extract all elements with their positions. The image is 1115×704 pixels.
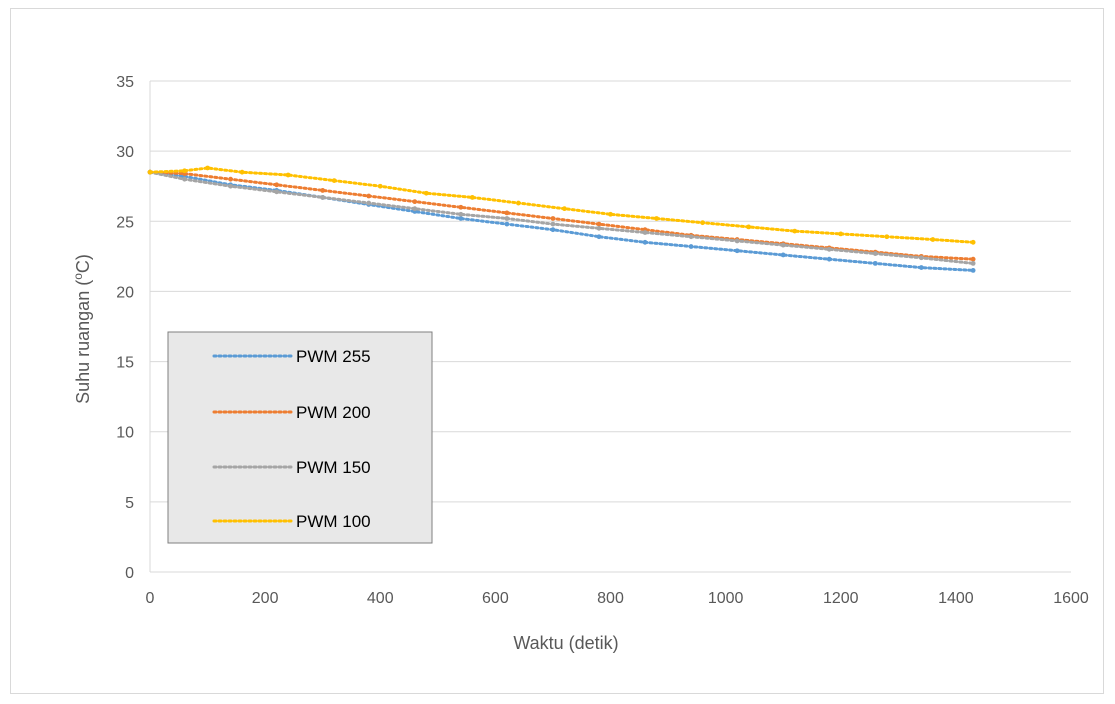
legend: PWM 255 PWM 200 PWM 150 PWM 100 <box>167 331 433 544</box>
data-point <box>780 242 786 248</box>
x-tick-label: 1000 <box>708 590 744 607</box>
data-point <box>970 239 976 245</box>
data-point <box>596 221 602 227</box>
data-point <box>872 251 878 256</box>
data-point <box>872 260 878 266</box>
legend-box <box>167 331 433 544</box>
data-point <box>412 206 418 212</box>
series-line-pwm-100 <box>148 166 975 244</box>
y-axis-title-part-2: C) <box>73 254 93 273</box>
data-point <box>274 182 280 188</box>
data-point <box>366 193 372 199</box>
data-point <box>838 231 844 237</box>
chart-svg: 0 5 10 15 20 25 30 35 0 200 400 600 800 1000 1200 1400 1… <box>71 74 1089 653</box>
data-point <box>596 225 602 231</box>
data-point <box>654 216 659 221</box>
y-tick-label: 0 <box>125 565 134 582</box>
data-point <box>826 246 832 252</box>
data-point <box>780 252 786 258</box>
data-point <box>970 267 976 273</box>
y-tick-label: 15 <box>116 355 134 372</box>
x-tick-label: 800 <box>597 590 624 607</box>
legend-label: PWM 100 <box>296 512 371 531</box>
y-tick-label: 35 <box>116 74 134 91</box>
data-point <box>596 234 602 240</box>
data-point <box>147 169 153 175</box>
data-point <box>412 199 418 205</box>
y-axis-title: Suhu ruangan (oC) <box>71 254 93 404</box>
data-point <box>642 239 648 245</box>
data-point <box>516 200 521 206</box>
y-tick-label: 5 <box>125 495 134 512</box>
data-point <box>504 221 510 227</box>
data-point <box>469 195 475 200</box>
data-point <box>239 169 245 175</box>
data-point <box>320 195 326 200</box>
x-tick-label: 1200 <box>823 590 859 607</box>
data-point <box>970 256 976 262</box>
data-point <box>458 216 464 221</box>
data-point <box>550 227 556 233</box>
x-tick-label: 200 <box>252 590 279 607</box>
data-point <box>826 256 832 262</box>
data-point <box>970 260 976 266</box>
x-tick-label: 0 <box>146 590 155 607</box>
data-point <box>182 176 187 182</box>
data-point <box>423 190 429 196</box>
data-point <box>550 221 556 227</box>
data-point <box>608 211 613 217</box>
data-point <box>377 183 383 189</box>
x-tick-label: 400 <box>367 590 394 607</box>
data-point <box>688 244 694 249</box>
data-point <box>688 234 694 240</box>
data-point <box>228 183 233 189</box>
y-axis-title-part-1: Suhu ruangan ( <box>73 280 93 404</box>
series-area <box>147 165 976 273</box>
legend-label: PWM 200 <box>296 403 371 422</box>
data-point <box>205 165 210 171</box>
data-point <box>562 206 567 212</box>
series-line-pwm-200 <box>148 170 975 261</box>
x-tick-label: 1400 <box>938 590 974 607</box>
data-point <box>504 216 510 221</box>
y-tick-label: 30 <box>116 144 134 161</box>
y-tick-label: 25 <box>116 214 134 231</box>
data-point <box>320 188 326 193</box>
y-axis-title-superscript: o <box>71 273 85 280</box>
data-point <box>792 228 798 234</box>
legend-label: PWM 255 <box>296 347 371 366</box>
y-tick-label: 10 <box>116 425 134 442</box>
data-point <box>550 216 556 221</box>
data-point <box>458 211 464 217</box>
data-point <box>458 204 464 210</box>
data-point <box>285 172 291 178</box>
y-tick-label: 20 <box>116 284 134 301</box>
data-point <box>746 224 752 230</box>
data-point <box>930 237 936 242</box>
x-axis-title: Waktu (detik) <box>513 633 618 653</box>
x-tick-label: 600 <box>482 590 509 607</box>
data-point <box>918 255 924 261</box>
data-point <box>331 178 337 184</box>
data-point <box>228 176 233 182</box>
data-point <box>734 238 740 244</box>
data-point <box>918 265 924 270</box>
data-point <box>274 189 280 195</box>
data-point <box>642 230 648 235</box>
data-point <box>700 220 705 226</box>
data-point <box>884 234 890 240</box>
data-point <box>182 168 187 174</box>
data-point <box>366 200 372 206</box>
data-point <box>734 248 740 254</box>
legend-label: PWM 150 <box>296 458 371 477</box>
x-tick-label: 1600 <box>1053 590 1089 607</box>
data-point <box>504 210 510 216</box>
chart-frame: 0 5 10 15 20 25 30 35 0 200 400 600 800 1000 1200 1400 1… <box>10 8 1104 694</box>
tick-labels: 0 5 10 15 20 25 30 35 0 200 400 600 800 1000 1200 1400 1… <box>116 74 1089 607</box>
